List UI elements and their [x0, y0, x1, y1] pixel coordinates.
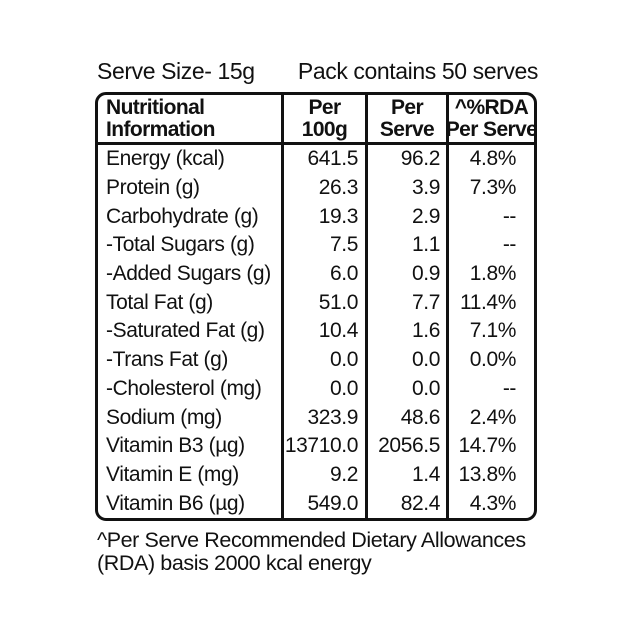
- row-label: -Cholesterol (mg): [106, 376, 262, 400]
- value-per-100g: 9.2: [281, 460, 365, 490]
- row-label: Carbohydrate (g): [106, 204, 259, 228]
- value-per-100g: 26.3: [281, 173, 365, 203]
- rda-footnote-line1: ^Per Serve Recommended Dietary Allowance…: [97, 528, 526, 552]
- header-line: Per Serve: [446, 117, 534, 141]
- value-rda: 11.4%: [446, 288, 534, 318]
- value-per-100g: 19.3: [281, 202, 365, 232]
- row-label: -Added Sugars (g): [106, 262, 271, 286]
- value-per-100g: 13710.0: [281, 431, 365, 461]
- header-rda-per-serve: ^%RDA Per Serve: [446, 95, 534, 145]
- row-label: -Total Sugars (g): [106, 233, 255, 257]
- pack-contains-label: Pack contains 50 serves: [297, 58, 539, 84]
- serve-size-label: Serve Size- 15g: [97, 58, 255, 84]
- row-label: -Saturated Fat (g): [106, 319, 265, 343]
- value-per-100g: 549.0: [281, 489, 365, 518]
- row-label: Protein (g): [106, 176, 200, 200]
- value-per-serve: 1.1: [365, 231, 446, 260]
- value-per-100g: 7.5: [281, 231, 365, 260]
- value-per-serve: 1.4: [365, 460, 446, 490]
- top-labels: Serve Size- 15g Pack contains 50 serves: [97, 58, 538, 85]
- value-rda: 1.8%: [446, 259, 534, 289]
- header-line: Information: [106, 117, 215, 141]
- value-per-100g: 641.5: [281, 145, 365, 174]
- header-nutritional-information: Nutritional Information: [98, 95, 281, 145]
- row-label: Energy (kcal): [106, 147, 225, 171]
- value-per-100g: 0.0: [281, 374, 365, 404]
- value-per-100g: 10.4: [281, 317, 365, 346]
- value-per-100g: 323.9: [281, 403, 365, 432]
- value-per-serve: 2056.5: [365, 431, 446, 461]
- row-label: Total Fat (g): [106, 290, 213, 314]
- value-rda: 0.0%: [446, 345, 534, 375]
- row-label: Vitamin E (mg): [106, 462, 239, 486]
- value-rda: 4.3%: [446, 489, 534, 518]
- value-rda: --: [446, 374, 534, 404]
- row-label: Sodium (mg): [106, 405, 222, 429]
- header-line: Per: [308, 95, 341, 119]
- rda-footnote: ^Per Serve Recommended Dietary Allowance…: [97, 529, 557, 575]
- nutrition-table: Nutritional Information Per 100g Per Ser…: [95, 92, 537, 521]
- value-per-serve: 1.6: [365, 317, 446, 346]
- header-line: Per: [390, 95, 424, 119]
- value-per-serve: 0.0: [365, 374, 446, 404]
- value-rda: 14.7%: [446, 431, 534, 461]
- value-rda: --: [446, 231, 534, 260]
- header-per-100g: Per 100g: [281, 95, 365, 145]
- value-per-serve: 82.4: [365, 489, 446, 518]
- header-line: 100g: [301, 117, 348, 141]
- value-per-100g: 0.0: [281, 345, 365, 375]
- value-per-100g: 51.0: [281, 288, 365, 318]
- value-per-serve: 96.2: [365, 145, 446, 174]
- header-line: ^%RDA: [454, 95, 529, 119]
- row-label: -Trans Fat (g): [106, 348, 228, 372]
- rda-footnote-line2: (RDA) basis 2000 kcal energy: [97, 551, 372, 575]
- header-per-serve: Per Serve: [365, 95, 446, 145]
- value-per-serve: 48.6: [365, 403, 446, 432]
- header-line: Nutritional: [106, 95, 205, 119]
- value-rda: --: [446, 202, 534, 232]
- value-rda: 4.8%: [446, 145, 534, 174]
- value-per-serve: 0.9: [365, 259, 446, 289]
- header-line: Serve: [379, 117, 435, 141]
- value-per-serve: 0.0: [365, 345, 446, 375]
- value-per-100g: 6.0: [281, 259, 365, 289]
- row-label: Vitamin B6 (µg): [106, 491, 245, 515]
- value-rda: 2.4%: [446, 403, 534, 432]
- value-per-serve: 3.9: [365, 173, 446, 203]
- row-label: Vitamin B3 (µg): [106, 434, 245, 458]
- value-per-serve: 2.9: [365, 202, 446, 232]
- value-rda: 7.3%: [446, 173, 534, 203]
- value-rda: 13.8%: [446, 460, 534, 490]
- value-per-serve: 7.7: [365, 288, 446, 318]
- value-rda: 7.1%: [446, 317, 534, 346]
